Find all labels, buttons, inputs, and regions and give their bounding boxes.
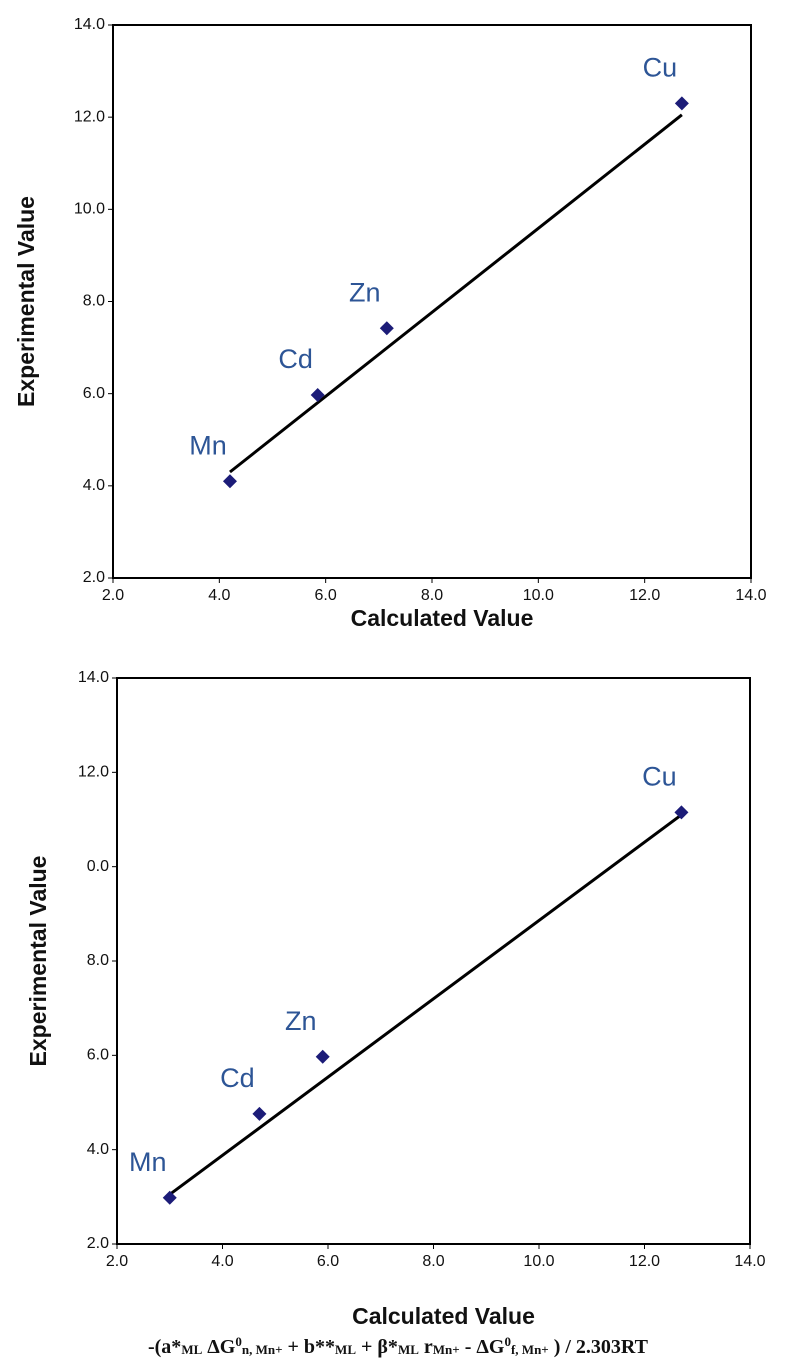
x-tick-label: 2.0 [102, 587, 124, 604]
formula-part: n, Mn+ [242, 1342, 283, 1357]
y-tick-label: 2.0 [83, 569, 105, 586]
y-tick-label: 6.0 [87, 1047, 109, 1064]
x-tick-label: 14.0 [735, 587, 766, 604]
x-tick-label: 10.0 [523, 1253, 554, 1270]
x-axis-title: Calculated Value [351, 605, 534, 631]
y-tick-label: 14.0 [74, 16, 105, 33]
point-label: Cd [278, 344, 313, 374]
formula-part: + β* [356, 1336, 398, 1358]
data-point [379, 321, 394, 336]
data-point [674, 805, 689, 820]
y-tick-label: 6.0 [83, 385, 105, 402]
formula-part: Mn+ [433, 1342, 460, 1357]
point-label: Zn [349, 277, 381, 307]
y-tick-label: 8.0 [87, 952, 109, 969]
point-label: Zn [285, 1006, 317, 1036]
fit-line [229, 113, 683, 474]
point-label: Cd [220, 1063, 255, 1093]
x-tick-label: 12.0 [629, 1253, 660, 1270]
y-tick-label: 8.0 [83, 293, 105, 310]
formula-part: ML [398, 1342, 419, 1357]
x-tick-label: 4.0 [208, 587, 230, 604]
y-tick-label: 4.0 [83, 477, 105, 494]
data-point [674, 96, 689, 111]
x-axis-title: Calculated Value [352, 1303, 535, 1329]
y-tick-label: 10.0 [74, 201, 105, 218]
point-label: Cu [643, 52, 678, 82]
formula-part: ) / 2.303RT [549, 1336, 649, 1358]
y-axis-title: Experimental Value [13, 196, 39, 407]
y-tick-label: 12.0 [74, 108, 105, 125]
formula-part: 0 [504, 1334, 511, 1349]
plot-frame [112, 24, 752, 579]
formula-part: 0 [235, 1334, 242, 1349]
y-tick-label: 2.0 [87, 1235, 109, 1252]
formula-part: + b** [283, 1336, 336, 1358]
x-tick-label: 2.0 [106, 1253, 128, 1270]
point-label: Cu [642, 762, 677, 792]
data-point [222, 474, 237, 489]
formula-part: ML [335, 1342, 356, 1357]
data-point [252, 1106, 267, 1121]
y-tick-label: 14.0 [78, 669, 109, 686]
y-tick-label: 4.0 [87, 1141, 109, 1158]
formula-part: -(a* [148, 1336, 181, 1358]
y-tick-label: 12.0 [78, 764, 109, 781]
formula-part: - ΔG [460, 1336, 505, 1358]
x-tick-label: 8.0 [421, 587, 443, 604]
data-point [315, 1049, 330, 1064]
x-tick-label: 6.0 [315, 587, 337, 604]
y-axis-title: Experimental Value [25, 856, 51, 1067]
x-tick-label: 12.0 [629, 587, 660, 604]
point-label: Mn [129, 1147, 167, 1177]
fit-line [168, 813, 683, 1196]
x-tick-label: 4.0 [211, 1253, 233, 1270]
x-tick-label: 14.0 [734, 1253, 765, 1270]
formula-part: ML [181, 1342, 202, 1357]
x-tick-label: 8.0 [422, 1253, 444, 1270]
y-tick-label: 0.0 [87, 858, 109, 875]
point-label: Mn [189, 430, 227, 460]
formula-part: ΔG [202, 1336, 236, 1358]
x-tick-label: 10.0 [523, 587, 554, 604]
x-tick-label: 6.0 [317, 1253, 339, 1270]
formula-part: r [419, 1336, 433, 1358]
caption-formula: -(a*ML ΔG0n, Mn+ + b**ML + β*ML rMn+ - Δ… [148, 1334, 649, 1358]
data-point [162, 1190, 177, 1205]
data-point [310, 388, 325, 403]
formula-part: f, Mn+ [511, 1342, 549, 1357]
